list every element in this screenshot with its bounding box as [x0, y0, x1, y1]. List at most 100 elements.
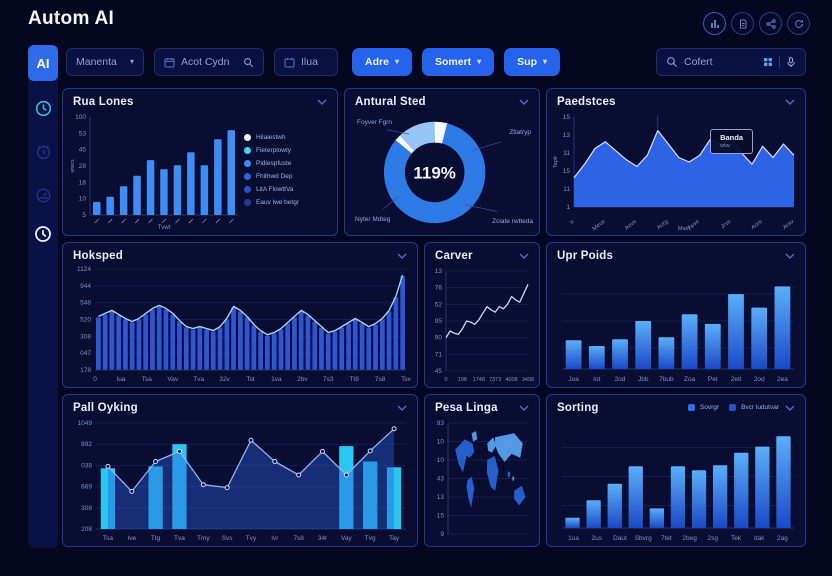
- bar-line-chart: 1124 944 548 520 308 047 178 0 Iua Tsa Vav Tva 32v Ts…: [68, 263, 412, 383]
- svg-text:Ttg: Ttg: [151, 535, 161, 542]
- svg-text:1ua: 1ua: [568, 535, 579, 542]
- donut-label: Ztlatryp: [509, 129, 531, 136]
- svg-text:10: 10: [437, 439, 445, 446]
- chart-legend: Sovrgr Bvcr ludutvar: [687, 404, 779, 411]
- svg-text:2ea: 2ea: [777, 376, 788, 383]
- app-logo[interactable]: AI: [28, 45, 58, 81]
- svg-text:2od: 2od: [754, 376, 765, 383]
- svg-text:76: 76: [435, 285, 443, 292]
- svg-text:2us: 2us: [592, 535, 603, 542]
- svg-text:892: 892: [81, 441, 92, 448]
- alarm-icon[interactable]: [32, 140, 54, 162]
- area-chart: 15 13 11 15 11 1 u Meve Aove Aorg Twve Jrve Aore Arav…: [552, 109, 800, 231]
- svg-text:43: 43: [437, 476, 445, 483]
- chart-legend: Hilaiestwh Fieterplowty Pidiespfuste Fhi…: [244, 109, 332, 231]
- svg-text:Iua: Iua: [116, 376, 125, 383]
- chevron-down-icon: ▾: [477, 57, 482, 66]
- primary-filter-label: Manenta: [76, 56, 117, 68]
- date-range-label: Acot Cydn: [181, 56, 230, 68]
- svg-text:Iot: Iot: [593, 376, 600, 383]
- svg-text:Tst: Tst: [246, 376, 255, 383]
- svg-text:90: 90: [435, 335, 443, 342]
- chevron-down-icon[interactable]: [317, 99, 327, 105]
- search-icon: [666, 56, 678, 68]
- chevron-down-icon[interactable]: [397, 253, 407, 259]
- primary-filter-dropdown[interactable]: Manenta ▾: [66, 48, 144, 76]
- chevron-down-icon[interactable]: [519, 405, 529, 411]
- svg-text:047: 047: [80, 350, 91, 357]
- svg-text:308: 308: [81, 505, 92, 512]
- chevron-down-icon[interactable]: [397, 405, 407, 411]
- panel-pall-oyking: Pall Oyking 1049 892 038 669 308 208 Tsa Ive Ttg…: [62, 394, 418, 547]
- svg-text:Meve: Meve: [592, 219, 607, 231]
- svg-text:18: 18: [79, 179, 87, 186]
- legend-item: Fieterplowty: [244, 147, 330, 154]
- svg-text:Tsa: Tsa: [103, 535, 114, 542]
- svg-text:2sg: 2sg: [708, 535, 719, 542]
- panel-antural-sted: Antural Sted 119% Foyver Fgrn Ztlatryp N…: [344, 88, 540, 236]
- world-map-chart: 93 10 10 43 13 15 9: [430, 415, 534, 542]
- svg-text:u: u: [569, 219, 575, 226]
- svg-text:10: 10: [79, 196, 87, 203]
- search-field[interactable]: Cofert: [656, 48, 806, 76]
- svg-text:Daut: Daut: [613, 535, 627, 542]
- chevron-down-icon: ▾: [129, 57, 134, 66]
- panel-title: Pall Oyking: [73, 402, 138, 414]
- svg-text:Vav: Vav: [167, 376, 178, 383]
- app-title: Autom AI: [28, 8, 115, 29]
- sup-button[interactable]: Sup ▾: [504, 48, 561, 76]
- chevron-down-icon[interactable]: [519, 253, 529, 259]
- bar-chart: 100 53 45 28 18 10 5 Tvwt wters: [68, 109, 244, 231]
- adre-button[interactable]: Adre ▾: [352, 48, 412, 76]
- panel-sorting: Sorting Sovrgr Bvcr ludutvar 1ua 2us Daut S…: [546, 394, 806, 547]
- svg-text:11: 11: [563, 186, 570, 193]
- svg-text:15: 15: [563, 168, 571, 175]
- grid-icon[interactable]: [763, 57, 773, 67]
- panel-title: Hoksped: [73, 250, 123, 262]
- date-range-picker[interactable]: Acot Cydn: [154, 48, 264, 76]
- svg-text:Tva: Tva: [174, 535, 185, 542]
- svg-text:dak: dak: [754, 535, 765, 542]
- svg-text:28: 28: [79, 163, 87, 170]
- svg-text:0: 0: [444, 377, 447, 383]
- legend-item: Bvcr ludutvar: [729, 404, 779, 411]
- view-filter-dropdown[interactable]: Ilua: [274, 48, 338, 76]
- svg-text:4008: 4008: [505, 377, 517, 383]
- chevron-down-icon[interactable]: [519, 99, 529, 105]
- chart-canvas: 100 53 45 28 18 10 5 Tvwt wters: [70, 114, 238, 231]
- svg-text:669: 669: [81, 484, 92, 491]
- svg-text:2ag: 2ag: [777, 535, 788, 542]
- svg-text:2bv: 2bv: [297, 376, 308, 383]
- share-icon[interactable]: [759, 12, 782, 35]
- bar-chart-icon[interactable]: [703, 12, 726, 35]
- svg-text:13: 13: [563, 132, 571, 139]
- chevron-down-icon[interactable]: [785, 99, 795, 105]
- svg-text:Aove: Aove: [624, 219, 638, 231]
- svg-text:119%: 119%: [413, 163, 456, 182]
- mic-icon[interactable]: [786, 56, 796, 68]
- svg-text:Jbb: Jbb: [638, 376, 649, 383]
- view-filter-label: Ilua: [301, 56, 318, 68]
- donut-chart: 119%: [350, 109, 534, 231]
- svg-text:Tmy: Tmy: [197, 535, 210, 542]
- history-icon[interactable]: [32, 223, 54, 245]
- svg-text:7bub: 7bub: [659, 376, 674, 383]
- svg-text:208: 208: [81, 526, 92, 533]
- legend-item: LitA FlowttVa: [244, 186, 330, 193]
- svg-text:15: 15: [437, 513, 445, 520]
- chevron-down-icon[interactable]: [785, 253, 795, 259]
- document-icon[interactable]: [731, 12, 754, 35]
- gauge-icon[interactable]: [32, 184, 54, 206]
- svg-text:178: 178: [80, 367, 91, 374]
- svg-text:Svs: Svs: [222, 535, 234, 542]
- charts-row-2: Hoksped 1124 944 548 520 308 047 178 0 Iua Tsa Vav…: [62, 242, 806, 388]
- svg-text:32v: 32v: [219, 376, 230, 383]
- refresh-icon[interactable]: [787, 12, 810, 35]
- somert-button[interactable]: Somert ▾: [421, 48, 495, 76]
- chevron-down-icon[interactable]: [785, 405, 795, 411]
- clock-icon[interactable]: [32, 97, 54, 119]
- chart-canvas: 119%: [382, 121, 501, 224]
- charts-row-3: Pall Oyking 1049 892 038 669 308 208 Tsa Ive Ttg…: [62, 394, 806, 547]
- panel-paedstces: Paedstces 15 13 11 15 11 1 u Meve Aove Aorg Twve Jr…: [546, 88, 806, 236]
